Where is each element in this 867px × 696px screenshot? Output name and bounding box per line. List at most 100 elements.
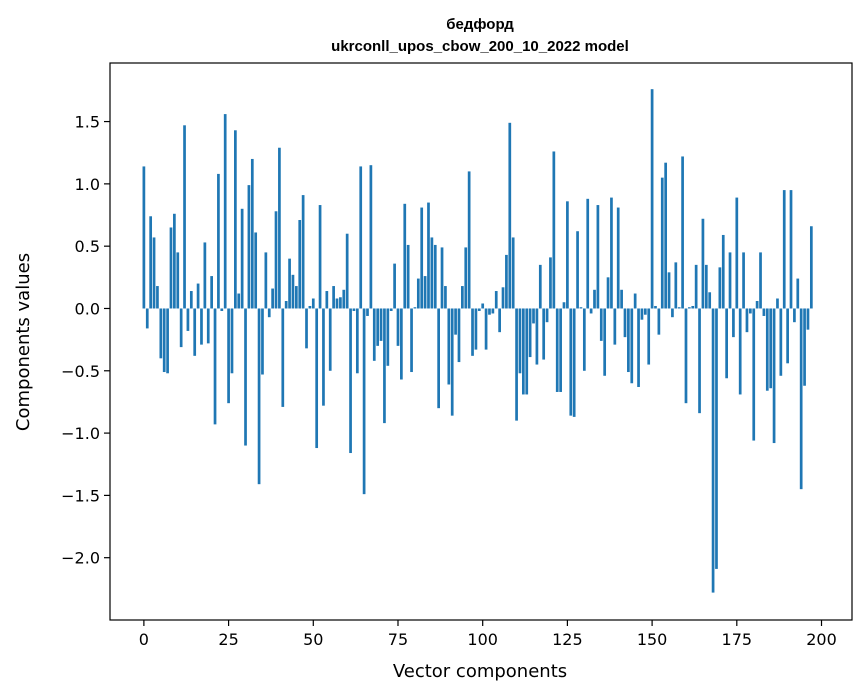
bar-154	[664, 162, 668, 309]
bar-89	[444, 286, 447, 309]
bar-57	[335, 298, 339, 309]
bar-15	[193, 308, 197, 356]
bar-137	[606, 277, 610, 309]
bar-119	[545, 308, 549, 323]
bar-155	[667, 272, 671, 309]
bar-157	[674, 262, 678, 309]
x-tick-label-100: 100	[467, 630, 498, 649]
bar-75	[396, 308, 400, 346]
bar-189	[782, 190, 786, 309]
bar-133	[593, 289, 596, 309]
bar-80	[413, 307, 417, 309]
bar-104	[494, 291, 498, 309]
bar-1	[145, 308, 149, 329]
bar-116	[535, 308, 539, 365]
bar-53	[322, 308, 325, 406]
bar-140	[616, 207, 620, 309]
y-tick-label-4: 0.0	[75, 299, 100, 318]
bar-7	[166, 308, 169, 374]
bar-162	[691, 305, 695, 309]
bar-78	[406, 244, 410, 309]
bar-182	[759, 252, 762, 309]
bar-72	[386, 308, 390, 366]
bar-31	[247, 185, 251, 309]
bar-86	[433, 244, 437, 309]
bar-73	[389, 308, 393, 311]
y-tick-label-1: −1.5	[61, 486, 100, 505]
bar-12	[183, 125, 186, 309]
bar-188	[779, 308, 783, 376]
bar-164	[698, 308, 701, 414]
bar-173	[728, 252, 732, 309]
x-tick-label-150: 150	[637, 630, 668, 649]
bar-112	[522, 308, 525, 395]
bar-51	[315, 308, 319, 449]
bar-50	[311, 298, 315, 309]
bar-62	[352, 308, 356, 311]
bar-82	[420, 207, 424, 309]
bar-103	[491, 308, 495, 314]
bar-139	[613, 308, 617, 345]
y-tick-label-0: −2.0	[61, 549, 100, 568]
bar-56	[332, 286, 335, 309]
bar-41	[281, 308, 285, 407]
bar-54	[325, 291, 329, 309]
x-axis-ticks: 0 25 50 75 100 125 150 175 200	[139, 620, 837, 649]
bar-181	[755, 301, 759, 309]
bar-101	[484, 308, 488, 350]
bar-131	[586, 198, 590, 309]
bar-46	[298, 220, 302, 309]
bar-39	[274, 211, 278, 309]
bar-142	[623, 308, 627, 338]
bar-79	[410, 308, 413, 373]
bar-21	[213, 308, 217, 425]
bar-85	[430, 237, 434, 309]
bar-147	[640, 308, 644, 320]
bar-195	[803, 308, 806, 386]
bar-106	[501, 287, 505, 309]
x-axis-label: Vector components	[393, 661, 567, 682]
x-tick-label-0: 0	[139, 630, 149, 649]
bar-55	[328, 308, 332, 371]
bar-76	[400, 308, 403, 380]
bar-81	[416, 278, 420, 309]
bar-19	[206, 308, 210, 344]
bar-20	[210, 276, 213, 309]
bar-52	[318, 205, 322, 309]
bar-134	[596, 205, 600, 309]
bar-63	[355, 308, 359, 374]
bar-177	[742, 252, 745, 309]
bar-30	[244, 308, 247, 446]
bar-171	[721, 234, 725, 309]
bar-8	[169, 227, 173, 309]
bar-129	[579, 307, 583, 309]
plot-frame	[109, 62, 853, 621]
bar-27	[234, 130, 237, 309]
bar-111	[518, 308, 522, 374]
bar-37	[267, 308, 271, 318]
bar-175	[735, 197, 739, 309]
bar-168	[711, 308, 715, 593]
bar-18	[203, 242, 207, 309]
bar-170	[718, 267, 722, 309]
bar-100	[481, 303, 485, 309]
bar-149	[647, 308, 651, 365]
bar-92	[454, 308, 457, 335]
bar-71	[383, 308, 386, 424]
bar-98	[474, 308, 478, 350]
bar-144	[630, 308, 634, 384]
bar-186	[772, 308, 776, 444]
bar-151	[654, 305, 657, 309]
y-tick-label-6: 1.0	[75, 175, 100, 194]
bar-22	[217, 173, 220, 309]
bar-185	[769, 308, 773, 389]
bar-121	[552, 151, 556, 309]
bar-68	[372, 308, 376, 361]
bar-113	[525, 308, 529, 395]
bar-163	[694, 264, 698, 309]
bar-165	[701, 218, 705, 309]
x-tick-label-200: 200	[806, 630, 837, 649]
bar-96	[467, 171, 471, 309]
bar-126	[569, 308, 573, 416]
bar-23	[220, 308, 224, 311]
